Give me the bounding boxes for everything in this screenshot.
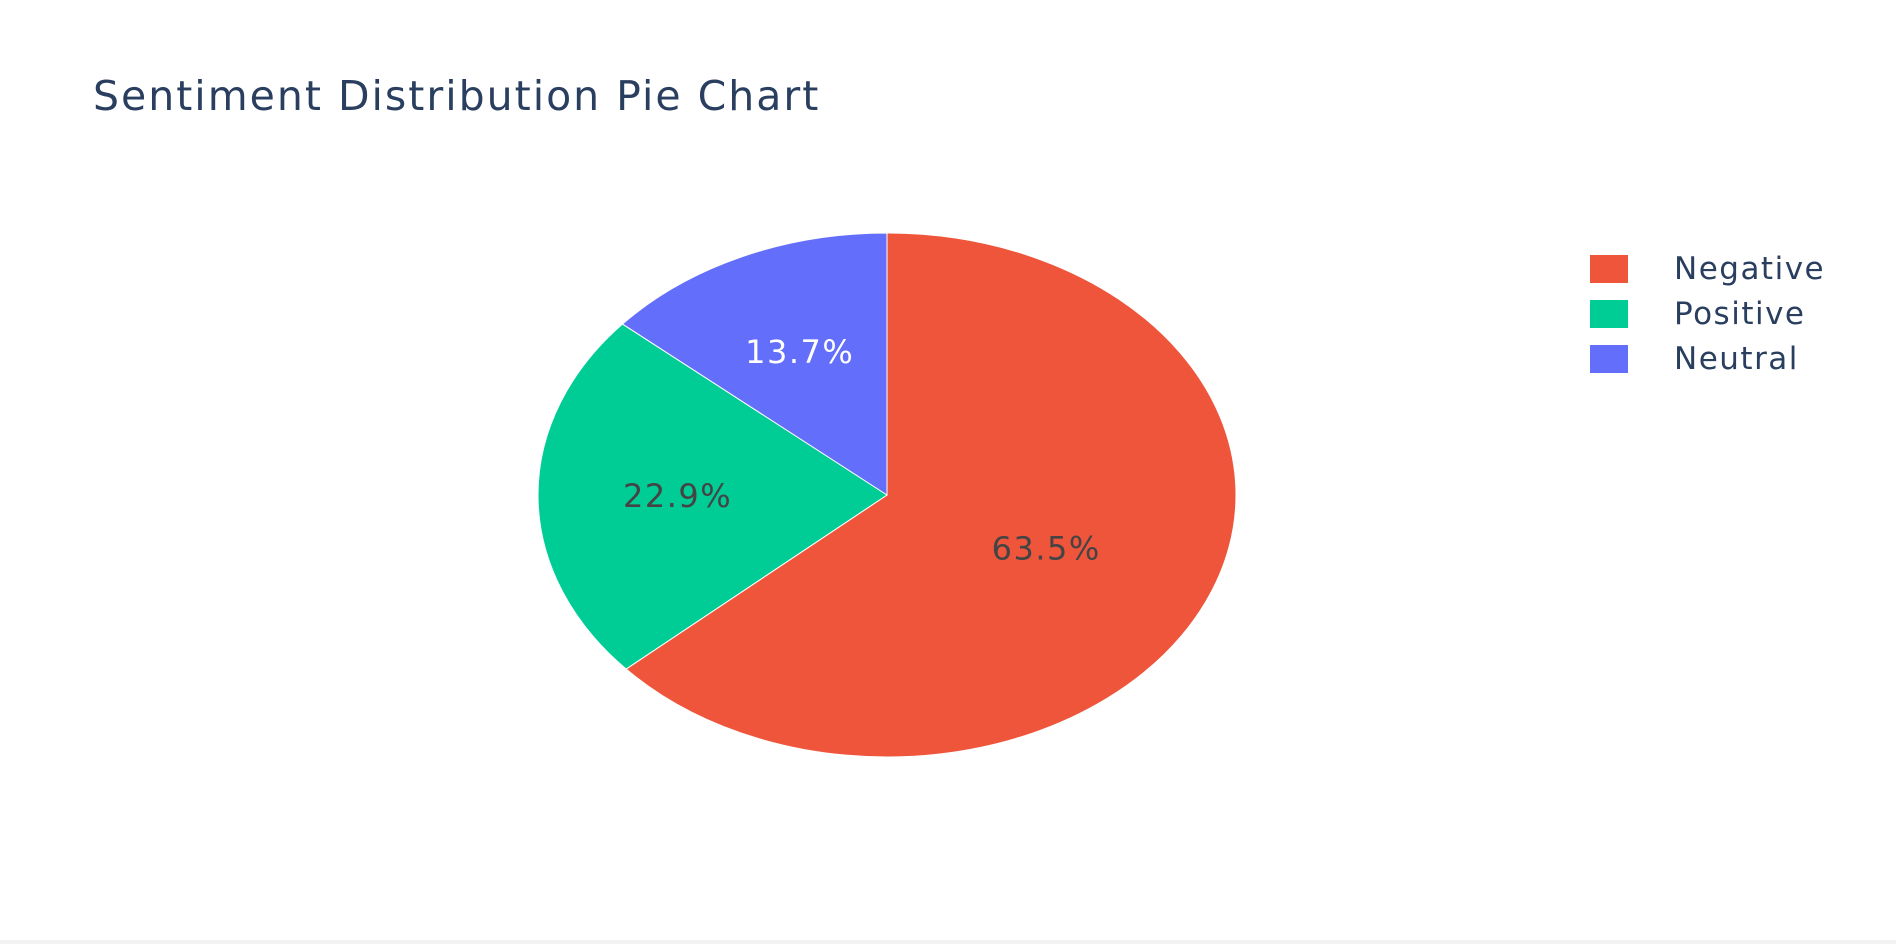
legend-swatch-positive [1590, 299, 1628, 328]
legend-label-negative: Negative [1674, 250, 1826, 287]
legend-item-neutral[interactable]: Neutral [1590, 336, 1825, 381]
chart-title: Sentiment Distribution Pie Chart [93, 72, 821, 120]
legend-label-neutral: Neutral [1674, 340, 1799, 377]
legend-item-positive[interactable]: Positive [1590, 291, 1825, 336]
bottom-divider [0, 940, 1896, 944]
pie-slice-labels: 63.5% 22.9% 13.7% [623, 333, 1101, 568]
pie-slice-positive[interactable] [537, 323, 888, 670]
slice-label-negative: 63.5% [992, 530, 1101, 568]
pie-slice-neutral[interactable] [621, 232, 888, 496]
legend: Negative Positive Neutral [1590, 246, 1825, 381]
pie-slice-negative[interactable] [625, 232, 1237, 758]
slice-label-positive: 22.9% [623, 477, 732, 515]
legend-label-positive: Positive [1674, 295, 1806, 332]
slice-label-neutral: 13.7% [745, 333, 854, 371]
legend-swatch-negative [1590, 254, 1628, 283]
legend-item-negative[interactable]: Negative [1590, 246, 1825, 291]
pie-slices [537, 232, 1237, 758]
legend-swatch-neutral [1590, 344, 1628, 373]
